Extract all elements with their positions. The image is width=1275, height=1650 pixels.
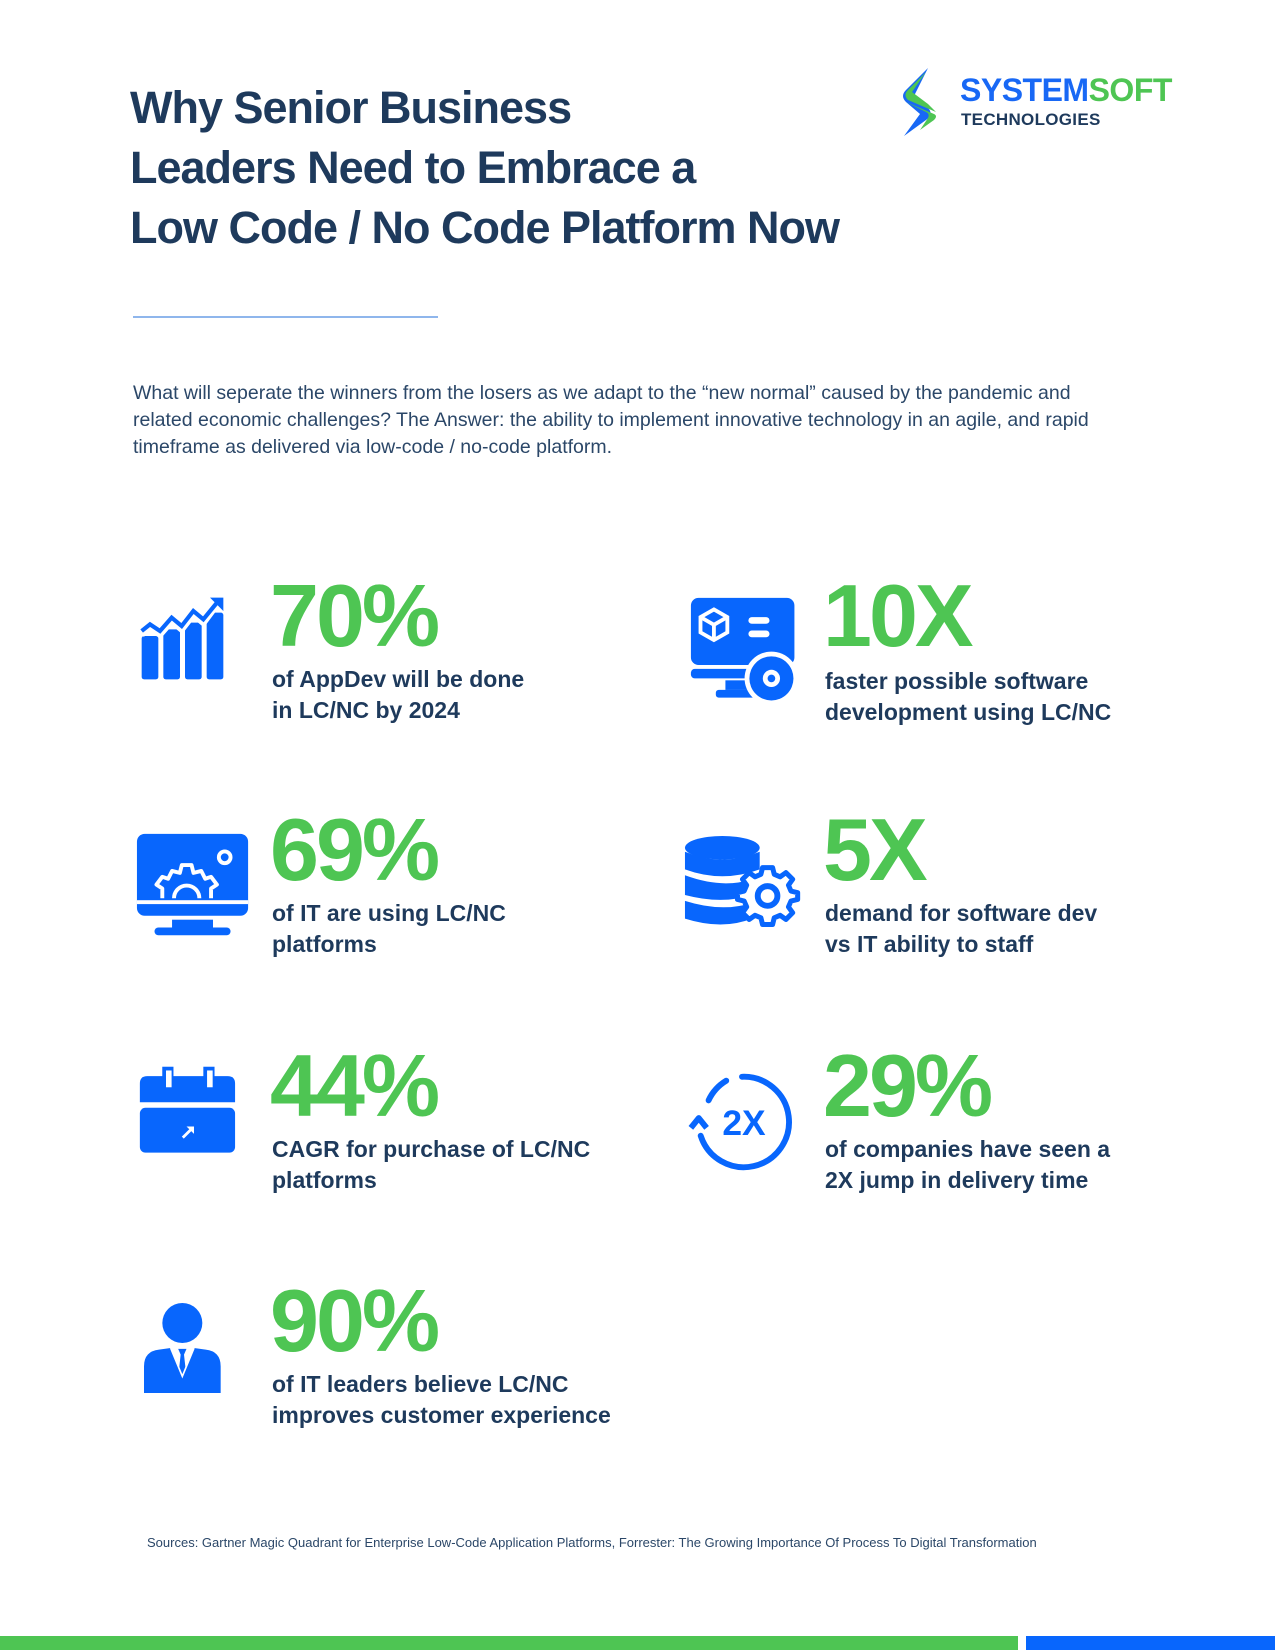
title-divider bbox=[133, 316, 438, 318]
stat-description: demand for software dev vs IT ability to… bbox=[825, 900, 1098, 957]
stat-block-69: 69% of IT are using LC/NC platforms bbox=[130, 804, 650, 992]
sources-footnote: Sources: Gartner Magic Quadrant for Ente… bbox=[147, 1535, 1037, 1550]
title-line-2: Leaders Need to Embrace a bbox=[130, 142, 696, 193]
monitor-gear-icon bbox=[136, 833, 249, 936]
stat-block-44: 44% CAGR for purchase of LC/NC platforms bbox=[130, 1040, 650, 1228]
cycle-2x-icon: 2X bbox=[688, 1073, 792, 1171]
svg-text:2X: 2X bbox=[722, 1103, 766, 1143]
stat-value: 10X bbox=[823, 566, 974, 665]
stat-value: 29% bbox=[823, 1036, 993, 1135]
stat-value: 70% bbox=[270, 566, 440, 665]
stat-block-90: 90% of IT leaders believe LC/NC improves… bbox=[130, 1275, 650, 1463]
businessman-icon bbox=[144, 1303, 221, 1393]
stat-description: of companies have seen a 2X jump in deli… bbox=[825, 1136, 1111, 1193]
stat-value: 90% bbox=[270, 1271, 440, 1370]
monitor-cube-settings-icon bbox=[690, 597, 799, 706]
title-line-3: Low Code / No Code Platform Now bbox=[130, 202, 840, 253]
stat-block-70: 70% of AppDev will be done in LC/NC by 2… bbox=[130, 570, 650, 758]
stat-description: of AppDev will be done in LC/NC by 2024 bbox=[272, 666, 525, 723]
stat-description: of IT leaders believe LC/NC improves cus… bbox=[272, 1371, 611, 1428]
stat-description: faster possible software development usi… bbox=[825, 668, 1112, 725]
footer-bar-green bbox=[0, 1636, 1018, 1650]
database-gear-icon bbox=[684, 835, 801, 927]
stat-value: 44% bbox=[270, 1036, 440, 1135]
logo-wordmark: SYSTEMSOFT bbox=[960, 72, 1172, 108]
stat-value: 69% bbox=[270, 800, 440, 899]
growth-chart-icon bbox=[140, 597, 224, 680]
stat-description: of IT are using LC/NC platforms bbox=[272, 900, 506, 957]
lightning-s-logo-icon bbox=[903, 68, 936, 136]
stat-value: 5X bbox=[823, 800, 928, 899]
stat-block-29: 2X 29% of companies have seen a 2X jump … bbox=[683, 1040, 1203, 1228]
intro-paragraph: What will seperate the winners from the … bbox=[133, 382, 1089, 458]
stat-description: CAGR for purchase of LC/NC platforms bbox=[272, 1136, 591, 1193]
page-title: Why Senior Business Leaders Need to Embr… bbox=[130, 78, 890, 258]
stat-block-10x: 10X faster possible software development… bbox=[683, 570, 1203, 758]
calendar-growth-icon bbox=[139, 1066, 236, 1153]
stat-block-5x: 5X demand for software dev vs IT ability… bbox=[683, 804, 1203, 992]
logo-subtitle: TECHNOLOGIES bbox=[961, 110, 1101, 129]
footer-bar-blue bbox=[1026, 1636, 1275, 1650]
title-line-1: Why Senior Business bbox=[130, 82, 572, 133]
company-logo: SYSTEMSOFT TECHNOLOGIES bbox=[898, 68, 1188, 138]
